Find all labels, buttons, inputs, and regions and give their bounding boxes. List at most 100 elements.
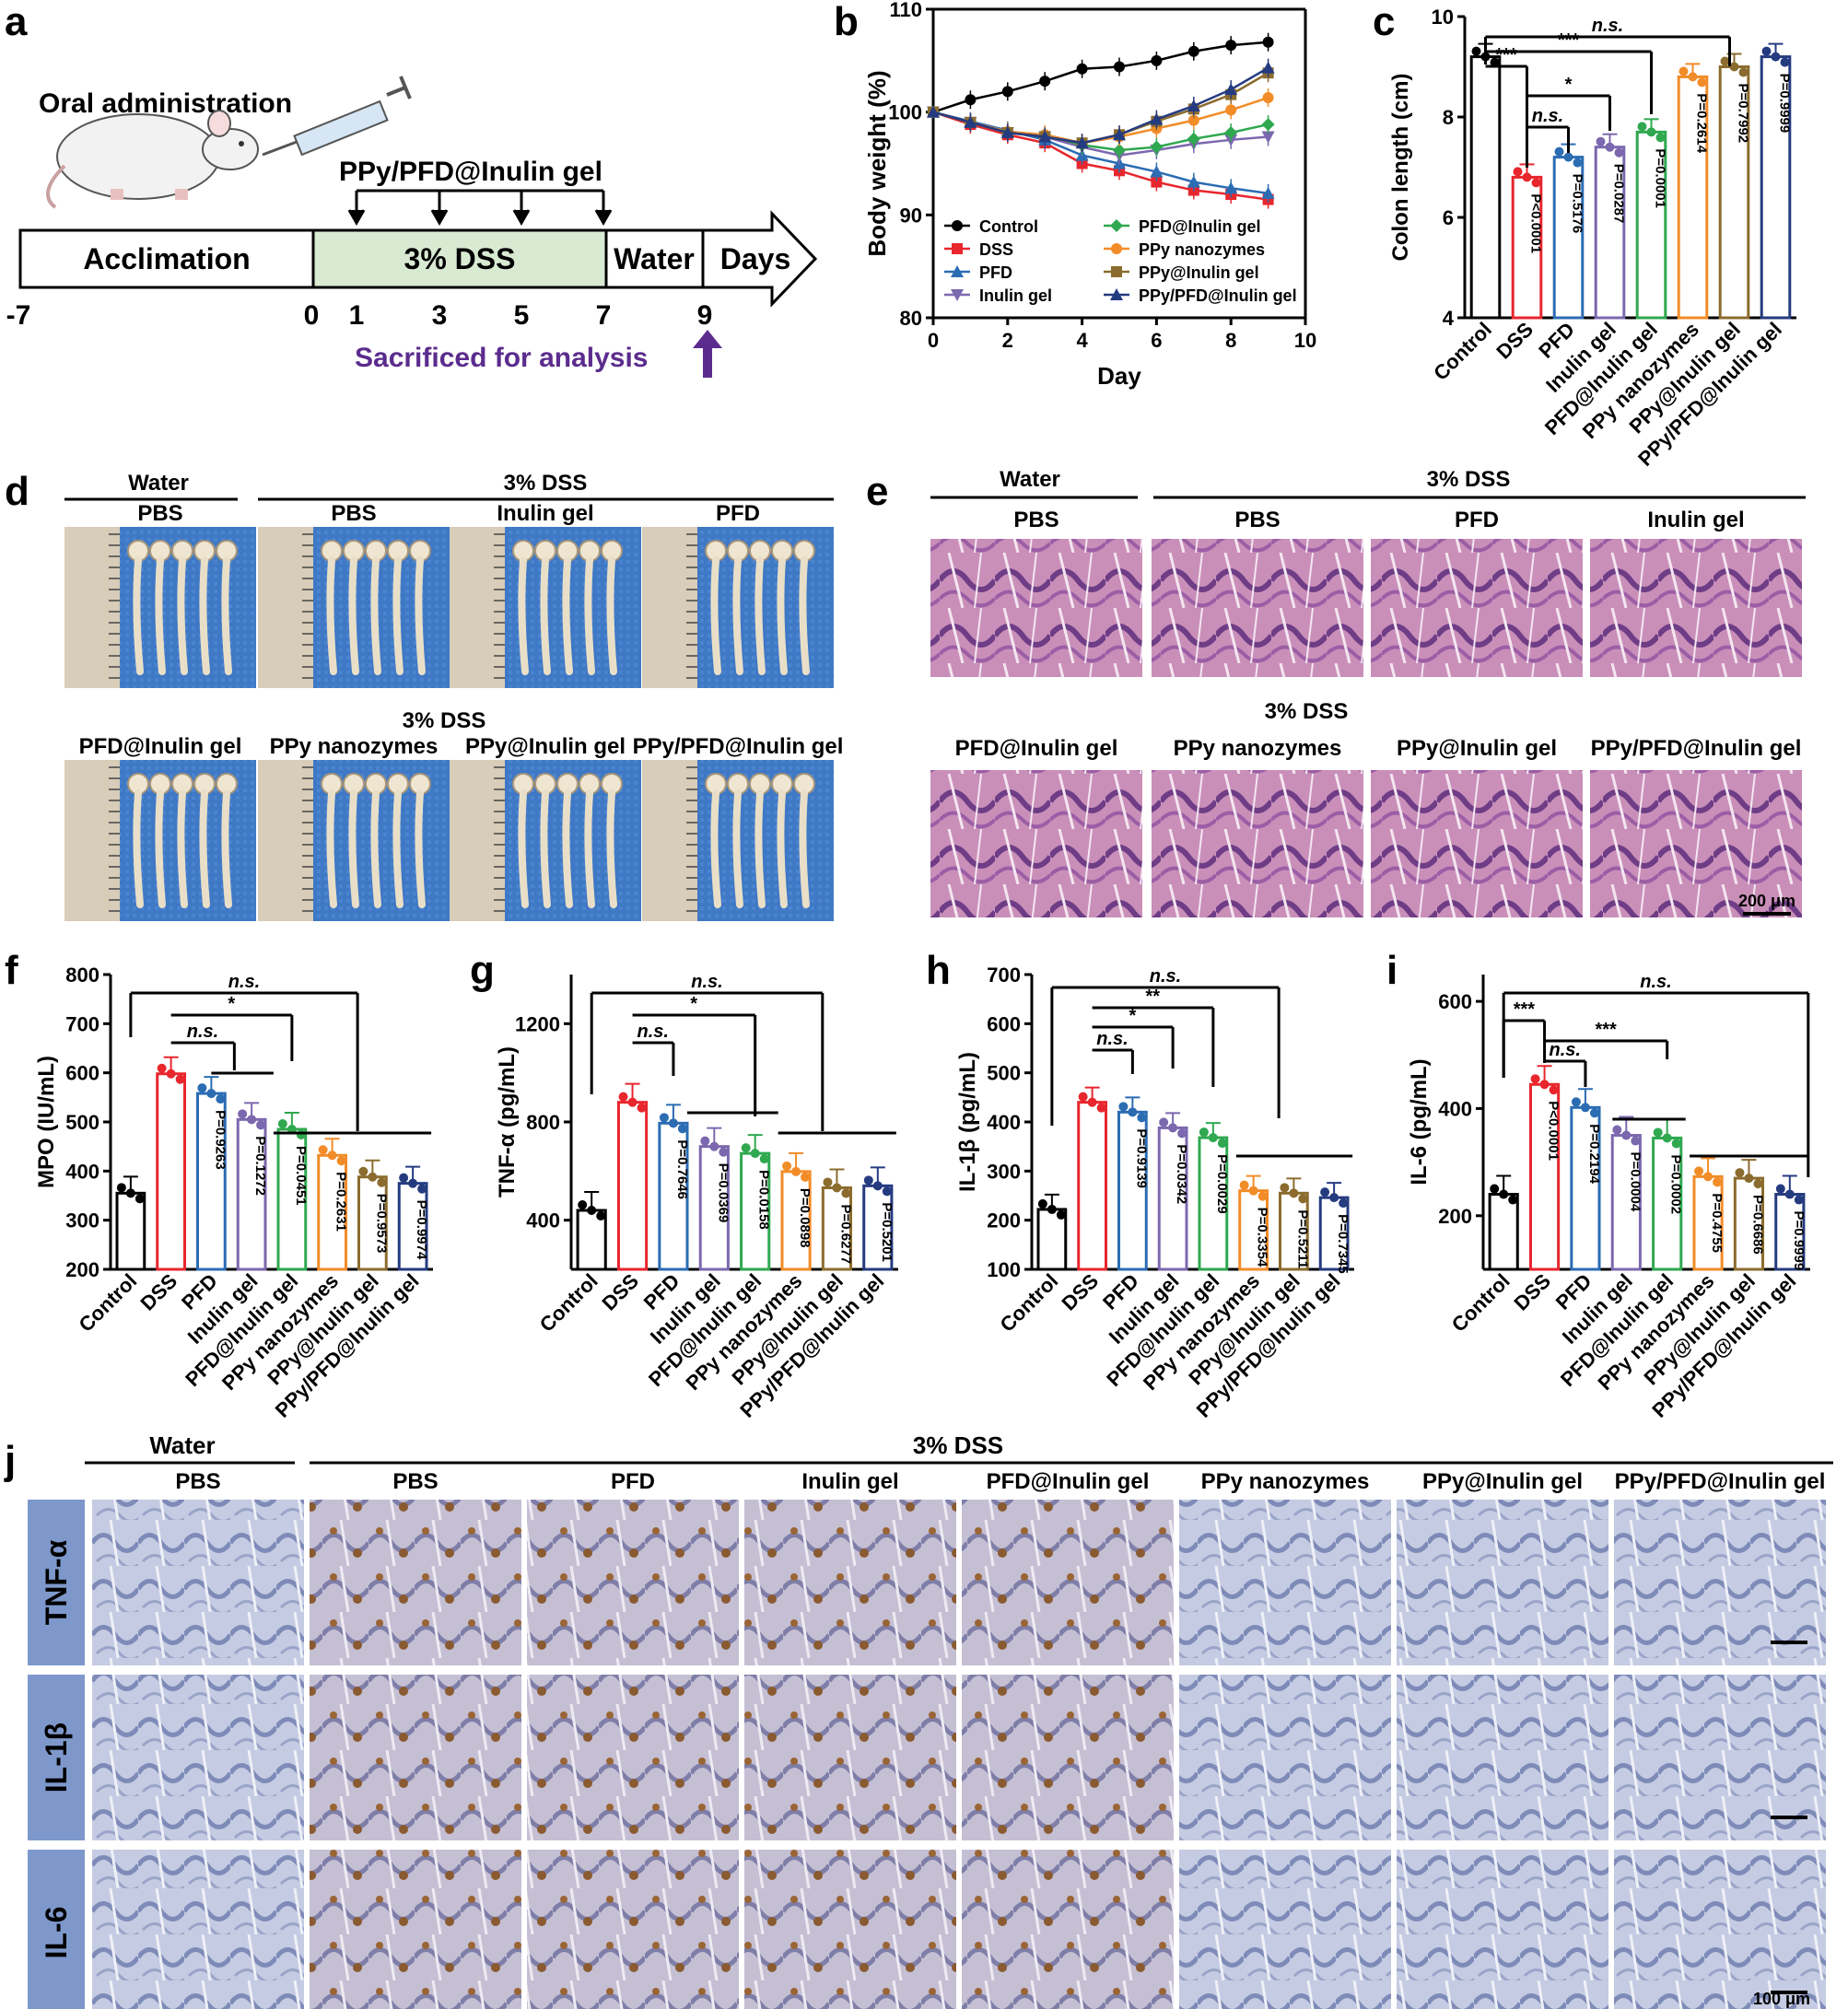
f-data-point bbox=[336, 1156, 346, 1166]
panel-b: b 80 90 100 110 0 2 4 6 8 10 Day Body weight (%) Con… bbox=[834, 0, 1316, 390]
i-data-point bbox=[1671, 1139, 1681, 1149]
c-bar bbox=[1635, 130, 1667, 320]
h-data-point bbox=[1289, 1188, 1299, 1198]
d-colon bbox=[348, 789, 359, 908]
panel-letter-a: a bbox=[5, 0, 28, 44]
e-group-label: PBS bbox=[1013, 508, 1059, 532]
b-point bbox=[952, 243, 963, 254]
f-data-point bbox=[327, 1151, 337, 1161]
c-data-point bbox=[1729, 62, 1739, 72]
e-group-label: PPy nanozymes bbox=[1174, 736, 1342, 761]
f-data-point bbox=[238, 1109, 248, 1119]
d-group-label: PBS bbox=[137, 501, 182, 526]
d-group-label: PBS bbox=[331, 501, 376, 526]
j-ihc-image bbox=[92, 1850, 304, 2009]
panel-letter-h: h bbox=[926, 948, 951, 993]
j-column-label: PFD bbox=[611, 1469, 655, 1494]
g-x-tick-label: Control bbox=[535, 1269, 602, 1337]
e-header-dss-mid: 3% DSS bbox=[1265, 699, 1349, 724]
h-sig-label: n.s. bbox=[1096, 1029, 1128, 1049]
b-point bbox=[1038, 130, 1052, 143]
j-ihc-image bbox=[92, 1675, 304, 1840]
c-data-point bbox=[1522, 172, 1532, 182]
h-data-point bbox=[1078, 1092, 1088, 1102]
i-data-point bbox=[1662, 1133, 1672, 1143]
b-point bbox=[1111, 266, 1122, 277]
d-colon bbox=[326, 556, 337, 675]
c-y-tick-label: 6 bbox=[1443, 206, 1454, 229]
c-data-point bbox=[1738, 67, 1749, 77]
d-colon bbox=[732, 556, 743, 675]
g-data-point bbox=[596, 1211, 606, 1221]
g-data-point bbox=[750, 1149, 760, 1159]
c-sig-label: *** bbox=[1558, 30, 1580, 51]
b-point bbox=[1150, 112, 1164, 125]
phase-acclimation: Acclimation bbox=[83, 242, 250, 275]
d-colon bbox=[754, 789, 766, 908]
b-point bbox=[1187, 175, 1200, 188]
d-colon bbox=[133, 556, 144, 675]
i-p-value: P<0.0001 bbox=[1546, 1101, 1561, 1161]
f-bar bbox=[276, 1127, 308, 1271]
b-point bbox=[1224, 126, 1238, 139]
f-p-value: P=0.9974 bbox=[414, 1200, 429, 1260]
j-column-label: PPy/PFD@Inulin gel bbox=[1615, 1469, 1826, 1494]
j-scale-label: 100 μm bbox=[1753, 1990, 1810, 2008]
panel-letter-d: d bbox=[5, 469, 29, 514]
f-p-value: P=0.2631 bbox=[333, 1172, 349, 1232]
d-ruler bbox=[642, 527, 697, 688]
d-colon bbox=[732, 789, 743, 908]
d-colon bbox=[370, 789, 381, 908]
f-data-point bbox=[368, 1172, 378, 1182]
c-bar bbox=[1594, 146, 1626, 320]
f-p-value: P=0.9573 bbox=[373, 1194, 389, 1254]
b-point bbox=[927, 105, 940, 118]
b-point bbox=[1076, 63, 1088, 75]
h-y-tick-label: 400 bbox=[987, 1111, 1021, 1134]
g-data-point bbox=[677, 1124, 687, 1134]
h-y-tick-label: 700 bbox=[987, 964, 1021, 987]
j-column-label: PBS bbox=[392, 1469, 438, 1494]
b-point bbox=[1110, 219, 1123, 232]
g-data-point bbox=[759, 1154, 769, 1164]
f-y-tick-label: 300 bbox=[65, 1209, 99, 1232]
h-data-point bbox=[1118, 1102, 1129, 1112]
b-legend-entry: PPy@Inulin gel bbox=[1139, 263, 1259, 282]
h-p-value: P=0.0029 bbox=[1214, 1154, 1230, 1214]
b-point bbox=[1113, 128, 1126, 141]
phase-dss: 3% DSS bbox=[404, 242, 516, 275]
panel-letter-g: g bbox=[470, 948, 495, 993]
b-point bbox=[1187, 114, 1199, 126]
i-data-point bbox=[1499, 1189, 1509, 1199]
b-x-tick-label: 0 bbox=[928, 329, 939, 352]
c-data-point bbox=[1771, 52, 1781, 62]
g-data-point bbox=[832, 1183, 842, 1193]
d-header-dss-mid: 3% DSS bbox=[403, 708, 486, 733]
i-data-point bbox=[1549, 1085, 1559, 1095]
c-p-value: P=0.5176 bbox=[1570, 174, 1585, 234]
oral-administration-label: Oral administration bbox=[39, 88, 292, 119]
j-column-label: Inulin gel bbox=[801, 1469, 898, 1494]
h-data-point bbox=[1056, 1209, 1066, 1220]
g-sig-label: n.s. bbox=[637, 1022, 669, 1042]
b-legend-entry: PFD bbox=[979, 263, 1012, 282]
panel-j: j Water 3% DSS PBS PBS PFD Inulin gel PFD@In… bbox=[4, 1431, 1833, 2009]
i-data-point bbox=[1784, 1189, 1795, 1199]
c-data-point bbox=[1531, 178, 1541, 188]
h-p-value: P=0.0342 bbox=[1174, 1144, 1189, 1204]
h-p-value: P=0.7345 bbox=[1335, 1214, 1351, 1274]
e-header-water: Water bbox=[1000, 467, 1060, 492]
h-bar bbox=[1077, 1101, 1107, 1271]
j-ihc-image bbox=[1614, 1675, 1826, 1840]
f-data-point bbox=[125, 1188, 135, 1198]
h-data-point bbox=[1047, 1204, 1057, 1214]
d-colon bbox=[606, 789, 617, 908]
g-data-point bbox=[719, 1147, 729, 1157]
c-sig-label: *** bbox=[1495, 45, 1517, 65]
d-colon bbox=[415, 789, 426, 908]
f-y-tick-label: 200 bbox=[65, 1258, 99, 1281]
i-data-point bbox=[1713, 1177, 1723, 1187]
f-sig-label: n.s. bbox=[187, 1022, 218, 1042]
